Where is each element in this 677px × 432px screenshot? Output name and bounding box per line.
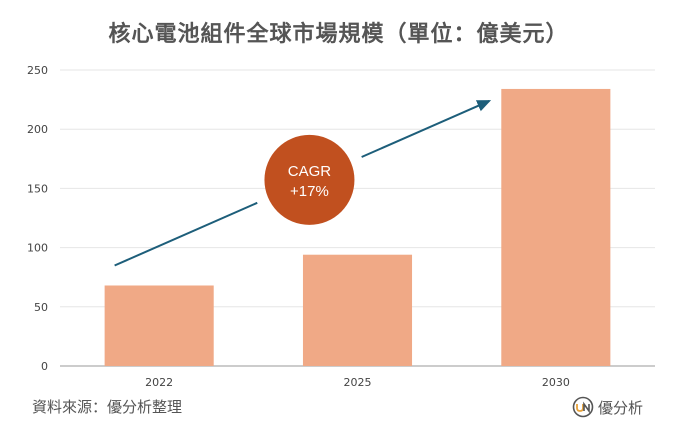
brand-logo-icon [572,396,594,418]
y-tick-label: 100 [27,242,48,255]
y-tick-label: 50 [34,301,48,314]
x-tick-label: 2025 [344,376,372,389]
chart-title: 核心電池組件全球市場規模（單位：億美元） [108,22,569,47]
bars [104,88,611,366]
bar [104,285,214,366]
brand: 優分析 [572,396,643,418]
bar [501,88,611,366]
y-tick-label: 0 [41,360,48,373]
source-note: 資料來源：優分析整理 [32,398,183,416]
brand-name: 優分析 [598,398,644,417]
y-tick-label: 250 [27,64,48,77]
cagr-value: +17% [290,183,329,200]
cagr-label: CAGR [288,163,332,180]
cagr-badge [264,134,355,225]
trend-arrow-tail [114,201,258,267]
y-tick-label: 150 [27,182,48,195]
cagr-annotation: CAGR +17% [114,100,492,267]
x-tick-label: 2030 [542,376,570,389]
y-tick-label: 200 [27,123,48,136]
bar [302,254,413,366]
x-axis: 2022 2025 2030 [145,376,570,389]
x-tick-label: 2022 [145,376,173,389]
trend-arrow-icon [361,100,492,158]
y-axis: 0 50 100 150 200 250 [27,64,48,373]
